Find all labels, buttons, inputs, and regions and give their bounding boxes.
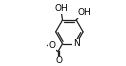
Text: O: O bbox=[55, 56, 62, 65]
Text: OH: OH bbox=[54, 4, 68, 13]
Text: O: O bbox=[49, 41, 56, 50]
Text: OH: OH bbox=[77, 9, 91, 17]
Text: N: N bbox=[73, 39, 80, 48]
